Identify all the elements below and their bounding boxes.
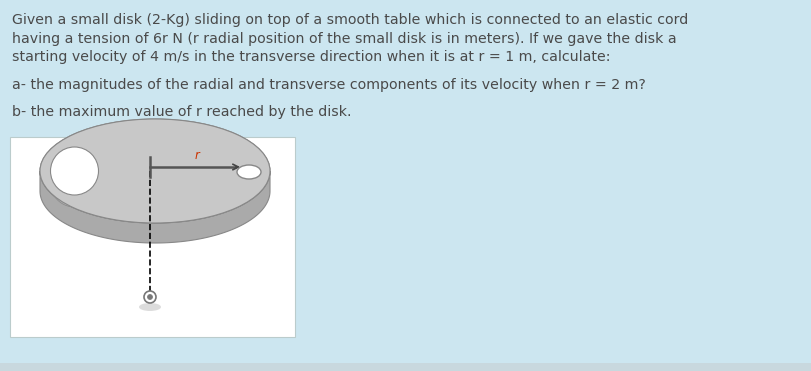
Text: Given a small disk (2-Kg) sliding on top of a smooth table which is connected to: Given a small disk (2-Kg) sliding on top…: [12, 13, 688, 27]
Polygon shape: [50, 147, 75, 207]
Ellipse shape: [139, 303, 161, 311]
Circle shape: [148, 295, 152, 299]
Ellipse shape: [237, 165, 260, 179]
Bar: [0, 363, 811, 371]
Ellipse shape: [50, 147, 98, 195]
Text: b- the maximum value of r reached by the disk.: b- the maximum value of r reached by the…: [12, 105, 351, 119]
Ellipse shape: [50, 147, 98, 195]
Ellipse shape: [40, 119, 270, 223]
FancyBboxPatch shape: [10, 137, 294, 337]
Circle shape: [144, 291, 156, 303]
Polygon shape: [40, 171, 270, 243]
Text: a- the magnitudes of the radial and transverse components of its velocity when r: a- the magnitudes of the radial and tran…: [12, 79, 645, 92]
Ellipse shape: [40, 119, 270, 223]
Text: starting velocity of 4 m/s in the transverse direction when it is at r = 1 m, ca: starting velocity of 4 m/s in the transv…: [12, 50, 610, 64]
Text: having a tension of 6r N (r radial position of the small disk is in meters). If : having a tension of 6r N (r radial posit…: [12, 32, 676, 46]
Text: r: r: [195, 149, 200, 162]
